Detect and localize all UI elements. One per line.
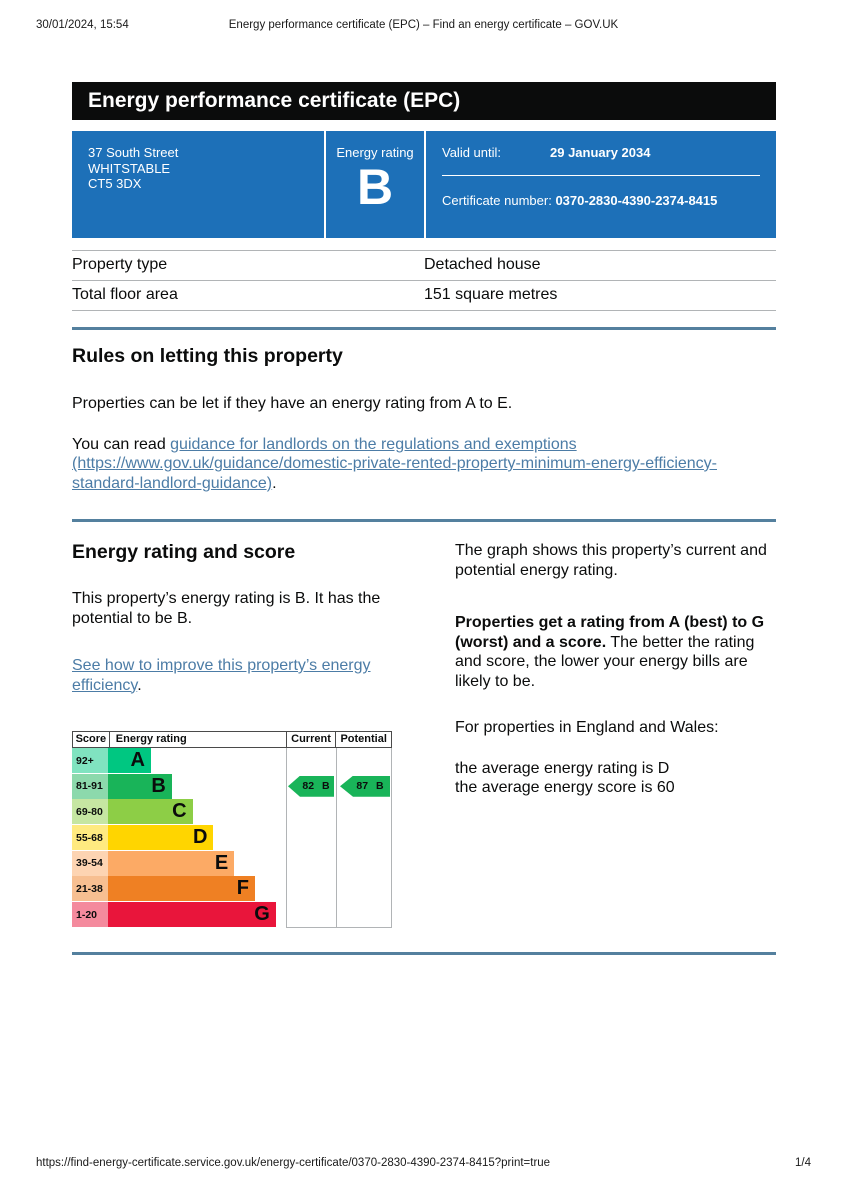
current-rating-arrow: 82 B <box>288 775 334 797</box>
graph-explainer-paragraph: The graph shows this property’s current … <box>455 542 767 579</box>
link-suffix: . <box>137 676 142 694</box>
property-summary-table: Property type Detached house Total floor… <box>72 250 776 311</box>
band-bar-a: A <box>108 748 151 773</box>
epc-band-row: 92+ A <box>72 748 392 773</box>
averages-paragraph: the average energy rating is D the avera… <box>455 759 776 798</box>
energy-rating-box: Energy rating B <box>326 131 424 238</box>
panel-divider <box>424 131 426 238</box>
chart-header-score: Score <box>75 733 107 745</box>
link-prefix: You can read <box>72 435 171 453</box>
certificate-title-banner: Energy performance certificate (EPC) <box>72 82 776 120</box>
band-score-range: 39-54 <box>72 850 108 876</box>
section-separator <box>72 519 776 522</box>
address-line-2: WHITSTABLE <box>88 160 171 176</box>
chart-bottom-line <box>286 927 392 928</box>
band-bar-f: F <box>108 876 255 902</box>
landlord-guidance-link[interactable]: guidance for landlords on the regulation… <box>72 435 717 492</box>
section-separator <box>72 952 776 955</box>
chart-header-energy-rating: Energy rating <box>108 732 286 747</box>
print-page-title: Energy performance certificate (EPC) – F… <box>228 19 619 31</box>
browser-print-header: 30/01/2024, 15:54 Energy performance cer… <box>0 19 847 31</box>
epc-band-row: 39-54 E <box>72 850 392 876</box>
valid-until-label: Valid until: <box>442 145 502 160</box>
print-footer-url: https://find-energy-certificate.service.… <box>36 1157 551 1169</box>
table-row: Total floor area 151 square metres <box>72 280 776 310</box>
rating-and-score-section: Energy rating and score This property’s … <box>72 522 776 928</box>
band-bar-d: D <box>108 825 214 851</box>
epc-band-row: 21-38 F <box>72 876 392 902</box>
floor-area-label: Total floor area <box>72 286 178 303</box>
band-bar-g: G <box>108 902 276 928</box>
property-type-label: Property type <box>72 256 168 273</box>
band-bar-area: G <box>108 902 286 928</box>
improve-link-paragraph: See how to improve this property’s energ… <box>72 656 425 695</box>
chart-header-current: Current <box>285 732 336 747</box>
certificate-summary-panel: 37 South Street WHITSTABLE CT5 3DX Energ… <box>72 131 776 238</box>
rating-left-column: Energy rating and score This property’s … <box>72 522 455 928</box>
rules-link-paragraph: You can read guidance for landlords on t… <box>72 435 776 494</box>
improve-efficiency-link[interactable]: See how to improve this property’s energ… <box>72 657 371 694</box>
rating-scale-rest: The better the rating and score, the low… <box>455 633 755 690</box>
epc-band-row: 1-20 G <box>72 902 392 928</box>
chart-header-potential: Potential <box>335 732 391 747</box>
band-bar-area: A <box>108 748 286 773</box>
address-line-3: CT5 3DX <box>88 176 142 191</box>
link-suffix: . <box>272 474 277 492</box>
band-bar-c: C <box>108 799 193 825</box>
average-rating-line: the average energy rating is D <box>455 759 670 777</box>
rating-heading: Energy rating and score <box>72 541 296 563</box>
band-bar-b: B <box>108 773 172 799</box>
epc-band-row: 55-68 D <box>72 825 392 851</box>
band-score-range: 1-20 <box>72 902 108 928</box>
print-footer-page-number: 1/4 <box>795 1157 811 1169</box>
chart-column-line <box>391 748 392 928</box>
rules-paragraph: Properties can be let if they have an en… <box>72 395 513 412</box>
rating-scale-bold: Properties get a rating from A (best) to… <box>455 614 765 651</box>
epc-band-row: 69-80 C <box>72 799 392 825</box>
print-datetime: 30/01/2024, 15:54 <box>36 19 129 31</box>
property-type-value: Detached house <box>424 256 541 273</box>
band-bar-area: F <box>108 876 286 902</box>
band-score-range: 92+ <box>72 748 108 773</box>
certificate-number-value: 0370-2830-4390-2374-8415 <box>555 193 718 208</box>
chart-column-line <box>286 748 287 928</box>
rules-heading: Rules on letting this property <box>72 345 343 367</box>
band-bar-area: B <box>108 773 286 799</box>
certificate-number-label: Certificate number: <box>442 193 552 208</box>
epc-chart-header: Score Energy rating Current Potential <box>72 731 392 748</box>
validity-divider <box>442 175 760 176</box>
band-bar-area: D <box>108 825 286 851</box>
rating-right-column: The graph shows this property’s current … <box>455 541 776 798</box>
epc-rating-chart: Score Energy rating Current Potential 92… <box>72 731 392 928</box>
panel-divider <box>324 131 326 238</box>
band-bar-e: E <box>108 850 235 876</box>
browser-print-footer: https://find-energy-certificate.service.… <box>36 1157 811 1169</box>
band-bar-area: E <box>108 850 286 876</box>
band-score-range: 21-38 <box>72 876 108 902</box>
energy-rating-letter: B <box>356 159 394 215</box>
band-bar-area: C <box>108 799 286 825</box>
rating-scale-paragraph: Properties get a rating from A (best) to… <box>455 613 776 691</box>
table-row: Property type Detached house <box>72 250 776 280</box>
certificate-content: Energy performance certificate (EPC) 37 … <box>72 82 776 955</box>
england-wales-paragraph: For properties in England and Wales: <box>455 719 719 736</box>
valid-until-value: 29 January 2034 <box>550 145 651 160</box>
floor-area-value: 151 square metres <box>424 286 558 303</box>
band-score-range: 81-91 <box>72 773 108 799</box>
energy-rating-label: Energy rating <box>336 145 414 160</box>
epc-band-row: 81-91 B <box>72 773 392 799</box>
chart-column-line <box>336 748 337 928</box>
potential-rating-arrow: 87 B <box>340 775 390 797</box>
band-score-range: 55-68 <box>72 825 108 851</box>
section-separator <box>72 327 776 330</box>
property-address: 37 South Street WHITSTABLE CT5 3DX <box>72 131 324 238</box>
address-line-1: 37 South Street <box>88 145 179 160</box>
band-score-range: 69-80 <box>72 799 108 825</box>
epc-chart-body: 92+ A 81-91 B 69-80 C 55-68 D 39-54 E 21-38 F 1-20 G 8… <box>72 748 392 928</box>
rating-summary-paragraph: This property’s energy rating is B. It h… <box>72 590 381 627</box>
average-score-line: the average energy score is 60 <box>455 779 675 796</box>
validity-box: Valid until: 29 January 2034 Certificate… <box>426 131 776 238</box>
